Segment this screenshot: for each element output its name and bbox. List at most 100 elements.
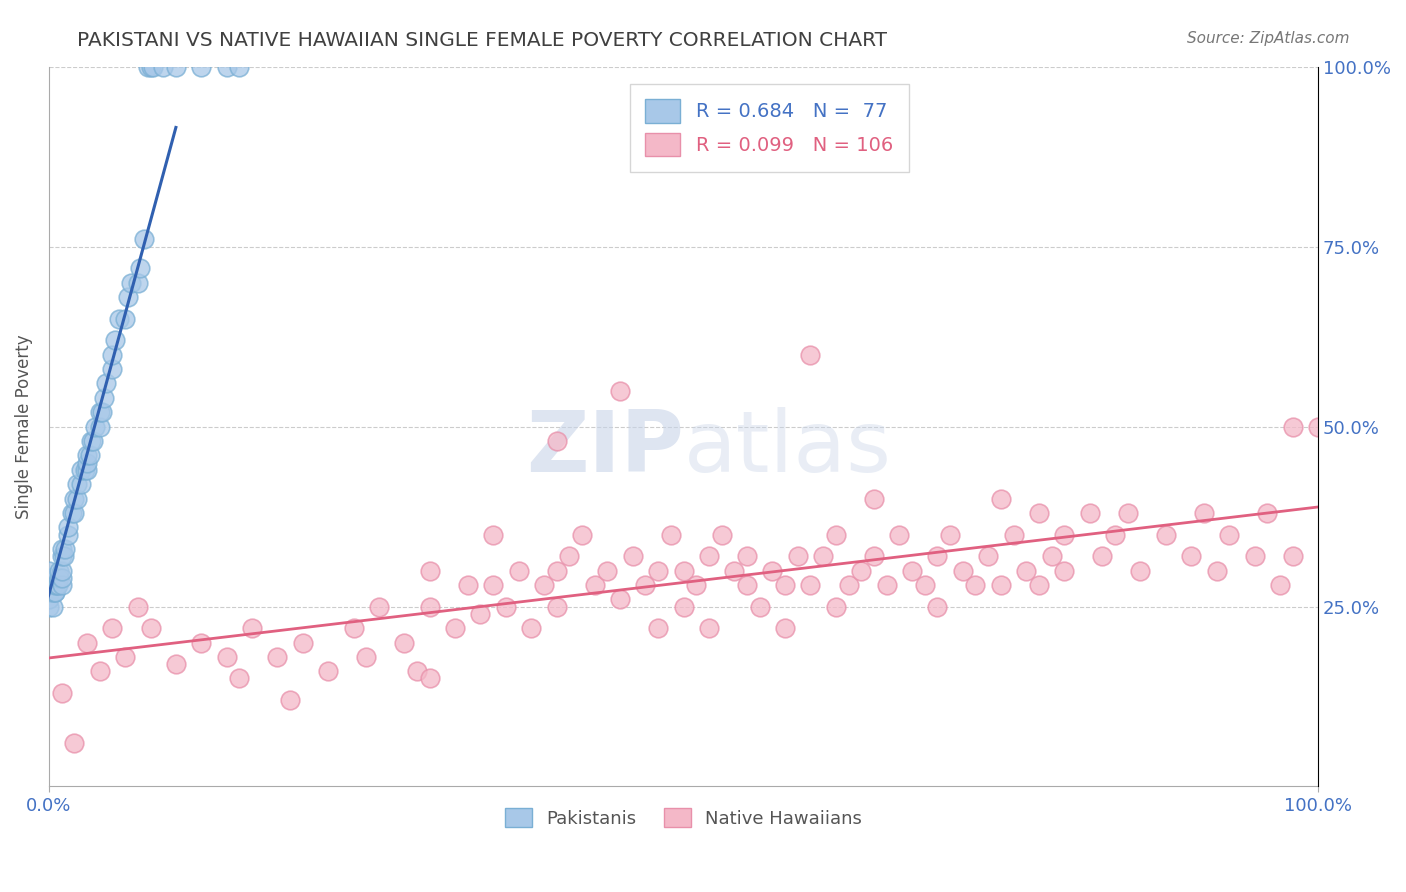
Point xyxy=(1256,506,1278,520)
Point xyxy=(977,549,1000,563)
Point xyxy=(114,649,136,664)
Point xyxy=(89,419,111,434)
Point xyxy=(419,564,441,578)
Point xyxy=(44,578,66,592)
Point xyxy=(291,635,314,649)
Point xyxy=(811,549,834,563)
Point xyxy=(127,599,149,614)
Point xyxy=(482,578,505,592)
Point xyxy=(773,578,796,592)
Point xyxy=(1002,527,1025,541)
Point xyxy=(91,405,114,419)
Point xyxy=(697,621,720,635)
Point xyxy=(863,549,886,563)
Point xyxy=(571,527,593,541)
Text: PAKISTANI VS NATIVE HAWAIIAN SINGLE FEMALE POVERTY CORRELATION CHART: PAKISTANI VS NATIVE HAWAIIAN SINGLE FEMA… xyxy=(77,31,887,50)
Point xyxy=(659,527,682,541)
Point xyxy=(38,592,60,607)
Point xyxy=(134,232,156,246)
Point xyxy=(342,621,364,635)
Point xyxy=(1053,564,1076,578)
Point xyxy=(368,599,391,614)
Point xyxy=(1281,419,1303,434)
Point xyxy=(824,599,846,614)
Point xyxy=(723,564,745,578)
Point xyxy=(799,578,821,592)
Point xyxy=(316,665,339,679)
Legend: Pakistanis, Native Hawaiians: Pakistanis, Native Hawaiians xyxy=(498,801,869,835)
Point xyxy=(990,491,1012,506)
Point xyxy=(38,571,60,585)
Point xyxy=(672,599,695,614)
Point xyxy=(914,578,936,592)
Point xyxy=(38,585,60,599)
Point xyxy=(889,527,911,541)
Point xyxy=(710,527,733,541)
Point xyxy=(38,578,60,592)
Point xyxy=(583,578,606,592)
Point xyxy=(38,585,60,599)
Point xyxy=(89,405,111,419)
Point xyxy=(1180,549,1202,563)
Point xyxy=(419,599,441,614)
Point xyxy=(76,448,98,462)
Point xyxy=(136,60,159,74)
Point xyxy=(927,549,949,563)
Point xyxy=(56,527,79,541)
Point xyxy=(939,527,962,541)
Point xyxy=(73,463,96,477)
Point xyxy=(38,564,60,578)
Point xyxy=(121,276,143,290)
Point xyxy=(101,347,124,361)
Point xyxy=(1040,549,1063,563)
Point xyxy=(240,621,263,635)
Point xyxy=(863,491,886,506)
Point xyxy=(51,686,73,700)
Point xyxy=(215,60,238,74)
Point xyxy=(38,585,60,599)
Text: Source: ZipAtlas.com: Source: ZipAtlas.com xyxy=(1187,31,1350,46)
Point xyxy=(44,585,66,599)
Point xyxy=(1028,506,1050,520)
Point xyxy=(406,665,429,679)
Point xyxy=(45,578,67,592)
Point xyxy=(101,362,124,376)
Text: ZIP: ZIP xyxy=(526,407,683,490)
Point xyxy=(101,621,124,635)
Point xyxy=(1308,419,1330,434)
Point xyxy=(38,585,60,599)
Point xyxy=(89,665,111,679)
Point xyxy=(93,391,115,405)
Point xyxy=(104,333,127,347)
Point xyxy=(1243,549,1265,563)
Point xyxy=(735,549,758,563)
Point xyxy=(51,549,73,563)
Point xyxy=(76,635,98,649)
Point xyxy=(457,578,479,592)
Point xyxy=(38,585,60,599)
Point xyxy=(190,635,212,649)
Point xyxy=(266,649,288,664)
Point xyxy=(558,549,581,563)
Point xyxy=(735,578,758,592)
Point xyxy=(44,585,66,599)
Point xyxy=(1154,527,1177,541)
Point xyxy=(838,578,860,592)
Point xyxy=(1281,549,1303,563)
Point xyxy=(63,491,86,506)
Point xyxy=(1116,506,1139,520)
Point xyxy=(1268,578,1291,592)
Point xyxy=(647,621,669,635)
Point xyxy=(495,599,517,614)
Point xyxy=(278,693,301,707)
Point xyxy=(596,564,619,578)
Point xyxy=(114,311,136,326)
Point xyxy=(444,621,467,635)
Point xyxy=(38,578,60,592)
Point xyxy=(482,527,505,541)
Point xyxy=(824,527,846,541)
Point xyxy=(139,60,162,74)
Point xyxy=(38,585,60,599)
Point xyxy=(697,549,720,563)
Point xyxy=(786,549,808,563)
